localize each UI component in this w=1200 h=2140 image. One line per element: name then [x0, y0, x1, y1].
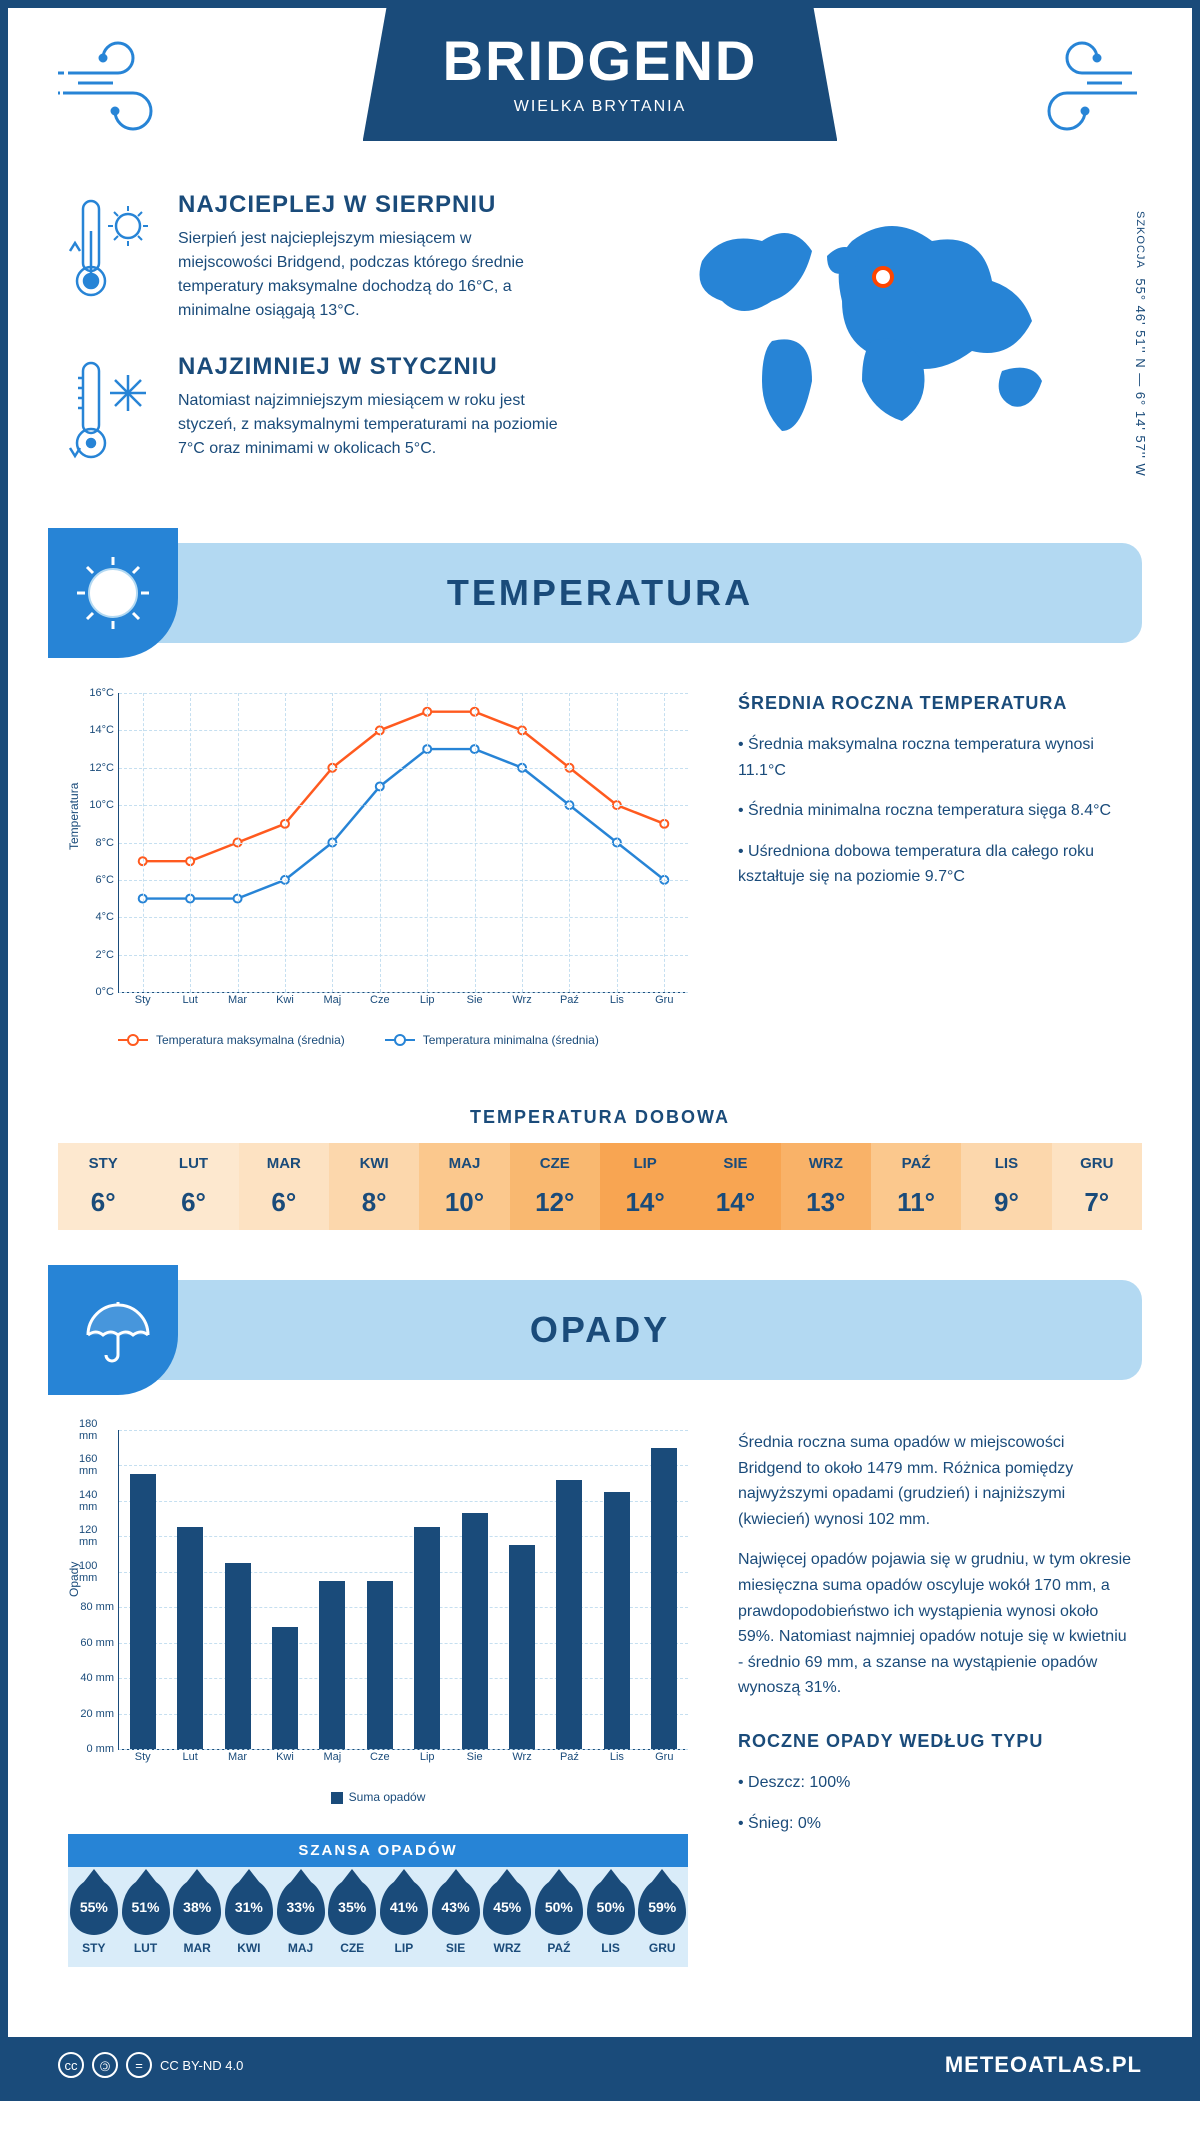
rain-chance-cell: 45%WRZ [481, 1879, 533, 1955]
thermometer-sun-icon [68, 191, 158, 311]
stat-bullet: • Uśredniona dobowa temperatura dla całe… [738, 839, 1132, 890]
header: BRIDGEND WIELKA BRYTANIA [8, 8, 1192, 161]
daily-temp-cell: LUT6° [148, 1143, 238, 1230]
bar [509, 1545, 535, 1749]
rain-chance-cell: 50%PAŹ [533, 1879, 585, 1955]
section-title: OPADY [530, 1309, 670, 1351]
by-icon: 🄯 [92, 2052, 118, 2078]
daily-temp-cell: CZE12° [510, 1143, 600, 1230]
facts-row: NAJCIEPLEJ W SIERPNIU Sierpień jest najc… [8, 161, 1192, 543]
thermometer-snow-icon [68, 353, 158, 473]
rain-type-item: • Śnieg: 0% [738, 1811, 1132, 1837]
bar [414, 1527, 440, 1749]
rain-chance-cell: 41%LIP [378, 1879, 430, 1955]
daily-temp-cell: STY6° [58, 1143, 148, 1230]
map-marker-icon [872, 266, 894, 288]
title-banner: BRIDGEND WIELKA BRYTANIA [363, 8, 838, 141]
daily-temp-table: STY6°LUT6°MAR6°KWI8°MAJ10°CZE12°LIP14°SI… [58, 1143, 1142, 1230]
stat-bullet: • Średnia minimalna roczna temperatura s… [738, 798, 1132, 824]
daily-temp-cell: MAJ10° [419, 1143, 509, 1230]
fact-text: Sierpień jest najcieplejszym miesiącem w… [178, 227, 558, 323]
temperature-line-chart: Temperatura 0°C2°C4°C6°C8°C10°C12°C14°C1… [118, 693, 688, 993]
nd-icon: = [126, 2052, 152, 2078]
rain-chart-row: Opady 0 mm20 mm40 mm60 mm80 mm100 mm120 … [8, 1380, 1192, 1997]
fact-title: NAJZIMNIEJ W STYCZNIU [178, 353, 558, 381]
sun-icon [48, 528, 178, 658]
rain-chance-cell: 59%GRU [636, 1879, 688, 1955]
coordinates: SZKOCJA 55° 46' 51'' N — 6° 14' 57'' W [1133, 211, 1148, 477]
daily-temp-cell: LIS9° [961, 1143, 1051, 1230]
bar [556, 1480, 582, 1749]
rain-chance-cell: 35%CZE [326, 1879, 378, 1955]
wind-icon [58, 38, 198, 138]
temperature-chart-row: Temperatura 0°C2°C4°C6°C8°C10°C12°C14°C1… [8, 643, 1192, 1077]
bar [130, 1474, 156, 1749]
footer: cc 🄯 = CC BY-ND 4.0 METEOATLAS.PL [8, 2037, 1192, 2093]
fact-warmest: NAJCIEPLEJ W SIERPNIU Sierpień jest najc… [68, 191, 632, 323]
bar [272, 1627, 298, 1749]
daily-temp-cell: KWI8° [329, 1143, 419, 1230]
bar [651, 1448, 677, 1749]
rain-chance-cell: 31%KWI [223, 1879, 275, 1955]
temperature-stats: ŚREDNIA ROCZNA TEMPERATURA • Średnia mak… [738, 693, 1132, 1047]
page-subtitle: WIELKA BRYTANIA [443, 98, 758, 116]
daily-temp-cell: MAR6° [239, 1143, 329, 1230]
bar [604, 1492, 630, 1749]
rain-stats: Średnia roczna suma opadów w miejscowośc… [738, 1430, 1132, 1967]
section-banner-temp: TEMPERATURA [58, 543, 1142, 643]
rain-chance-cell: 43%SIE [430, 1879, 482, 1955]
rain-chance-table: SZANSA OPADÓW 55%STY51%LUT38%MAR31%KWI33… [68, 1834, 688, 1967]
daily-temp-cell: PAŹ11° [871, 1143, 961, 1230]
fact-title: NAJCIEPLEJ W SIERPNIU [178, 191, 558, 219]
chart-legend: #leg-max::after{border-color:#ff5a1f}Tem… [68, 1033, 688, 1047]
daily-temp-cell: SIE14° [690, 1143, 780, 1230]
world-map: SZKOCJA 55° 46' 51'' N — 6° 14' 57'' W [672, 191, 1132, 503]
bar [177, 1527, 203, 1749]
rain-type-item: • Deszcz: 100% [738, 1770, 1132, 1796]
section-banner-rain: OPADY [58, 1280, 1142, 1380]
page-title: BRIDGEND [443, 28, 758, 93]
daily-temp-title: TEMPERATURA DOBOWA [8, 1107, 1192, 1128]
rain-chance-cell: 55%STY [68, 1879, 120, 1955]
wind-icon [1002, 38, 1142, 138]
fact-text: Natomiast najzimniejszym miesiącem w rok… [178, 389, 558, 461]
rain-chance-cell: 50%LIS [585, 1879, 637, 1955]
footer-brand: METEOATLAS.PL [945, 2052, 1142, 2078]
rain-chance-cell: 51%LUT [120, 1879, 172, 1955]
bar [319, 1581, 345, 1749]
license-badge: cc 🄯 = CC BY-ND 4.0 [58, 2052, 243, 2078]
chart-legend: Suma opadów [68, 1790, 688, 1804]
bar [367, 1581, 393, 1749]
fact-coldest: NAJZIMNIEJ W STYCZNIU Natomiast najzimni… [68, 353, 632, 473]
section-title: TEMPERATURA [447, 572, 753, 614]
stat-bullet: • Średnia maksymalna roczna temperatura … [738, 732, 1132, 783]
daily-temp-cell: LIP14° [600, 1143, 690, 1230]
bar [462, 1513, 488, 1749]
umbrella-icon [48, 1265, 178, 1395]
daily-temp-cell: GRU7° [1052, 1143, 1142, 1230]
rain-chance-cell: 33%MAJ [275, 1879, 327, 1955]
rain-bar-chart: Opady 0 mm20 mm40 mm60 mm80 mm100 mm120 … [118, 1430, 688, 1750]
daily-temp-cell: WRZ13° [781, 1143, 871, 1230]
bar [225, 1563, 251, 1749]
cc-icon: cc [58, 2052, 84, 2078]
rain-chance-cell: 38%MAR [171, 1879, 223, 1955]
